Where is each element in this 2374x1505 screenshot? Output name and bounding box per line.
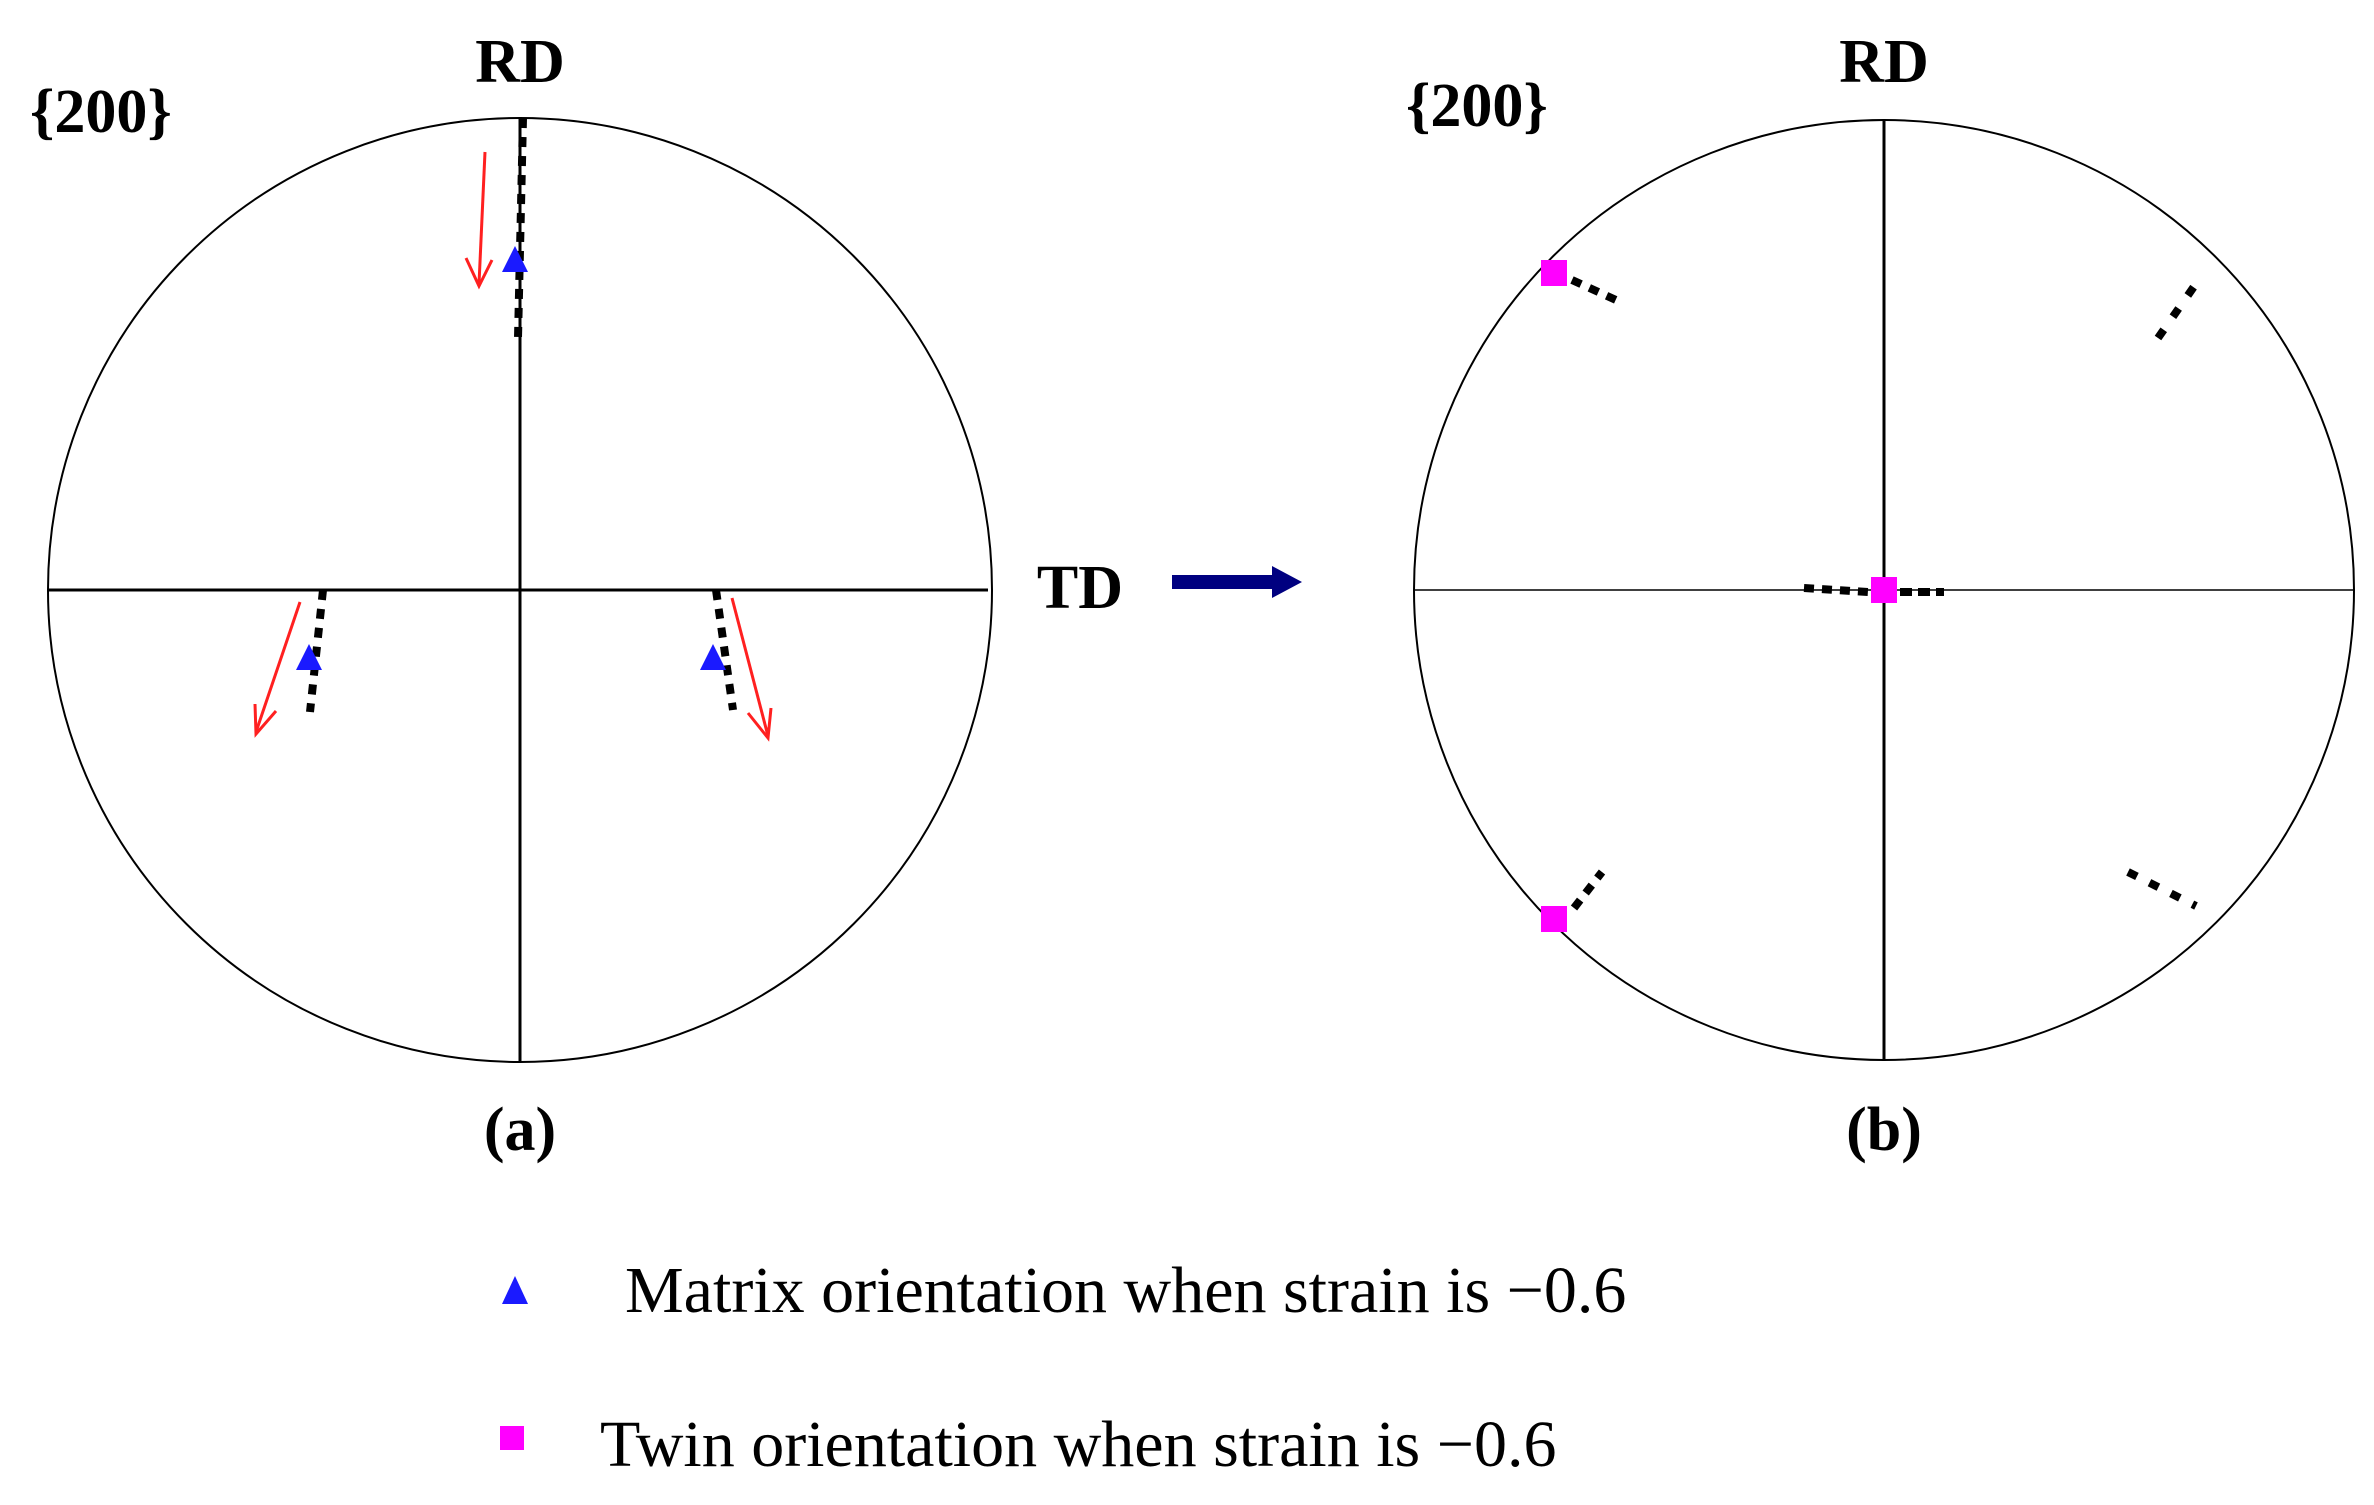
matrix-marker-right [700,644,726,670]
legend-twin-label: Twin orientation when strain is −0.6 [600,1408,1556,1481]
plane-label-b: {200} [1406,72,1548,140]
pole-figure-b: RD {200} (b) [1406,28,2355,1164]
trace-upper-right-b [2154,275,2204,341]
matrix-marker-left [296,644,322,670]
rd-label-b: RD [1839,28,1929,96]
rotation-arrow-left [253,601,302,738]
legend-twin-marker [500,1426,524,1450]
rotation-arrow-top [464,151,494,290]
legend-matrix-marker [502,1276,528,1304]
rotation-arrow-right [730,597,773,742]
twin-marker-upper-left [1541,260,1567,286]
td-label: TD [1037,554,1123,622]
twin-marker-lower-left [1541,906,1567,932]
caption-a: (a) [484,1096,556,1164]
rd-label-a: RD [475,28,565,96]
trace-lower-left-b [1570,869,1606,911]
trace-lower-right-b [2126,868,2198,910]
matrix-marker-top [502,246,528,272]
trace-upper-left-b [1570,276,1618,304]
twin-marker-center [1871,577,1897,603]
legend-matrix-label: Matrix orientation when strain is −0.6 [625,1254,1626,1327]
pole-figure-a: RD {200} TD (a) [30,28,1123,1164]
trace-right-a [712,589,737,711]
caption-b: (b) [1846,1096,1922,1164]
plane-label-a: {200} [30,78,172,146]
trace-left-a [306,589,327,713]
transition-arrow [1172,566,1302,598]
legend: Matrix orientation when strain is −0.6 T… [500,1254,1626,1481]
